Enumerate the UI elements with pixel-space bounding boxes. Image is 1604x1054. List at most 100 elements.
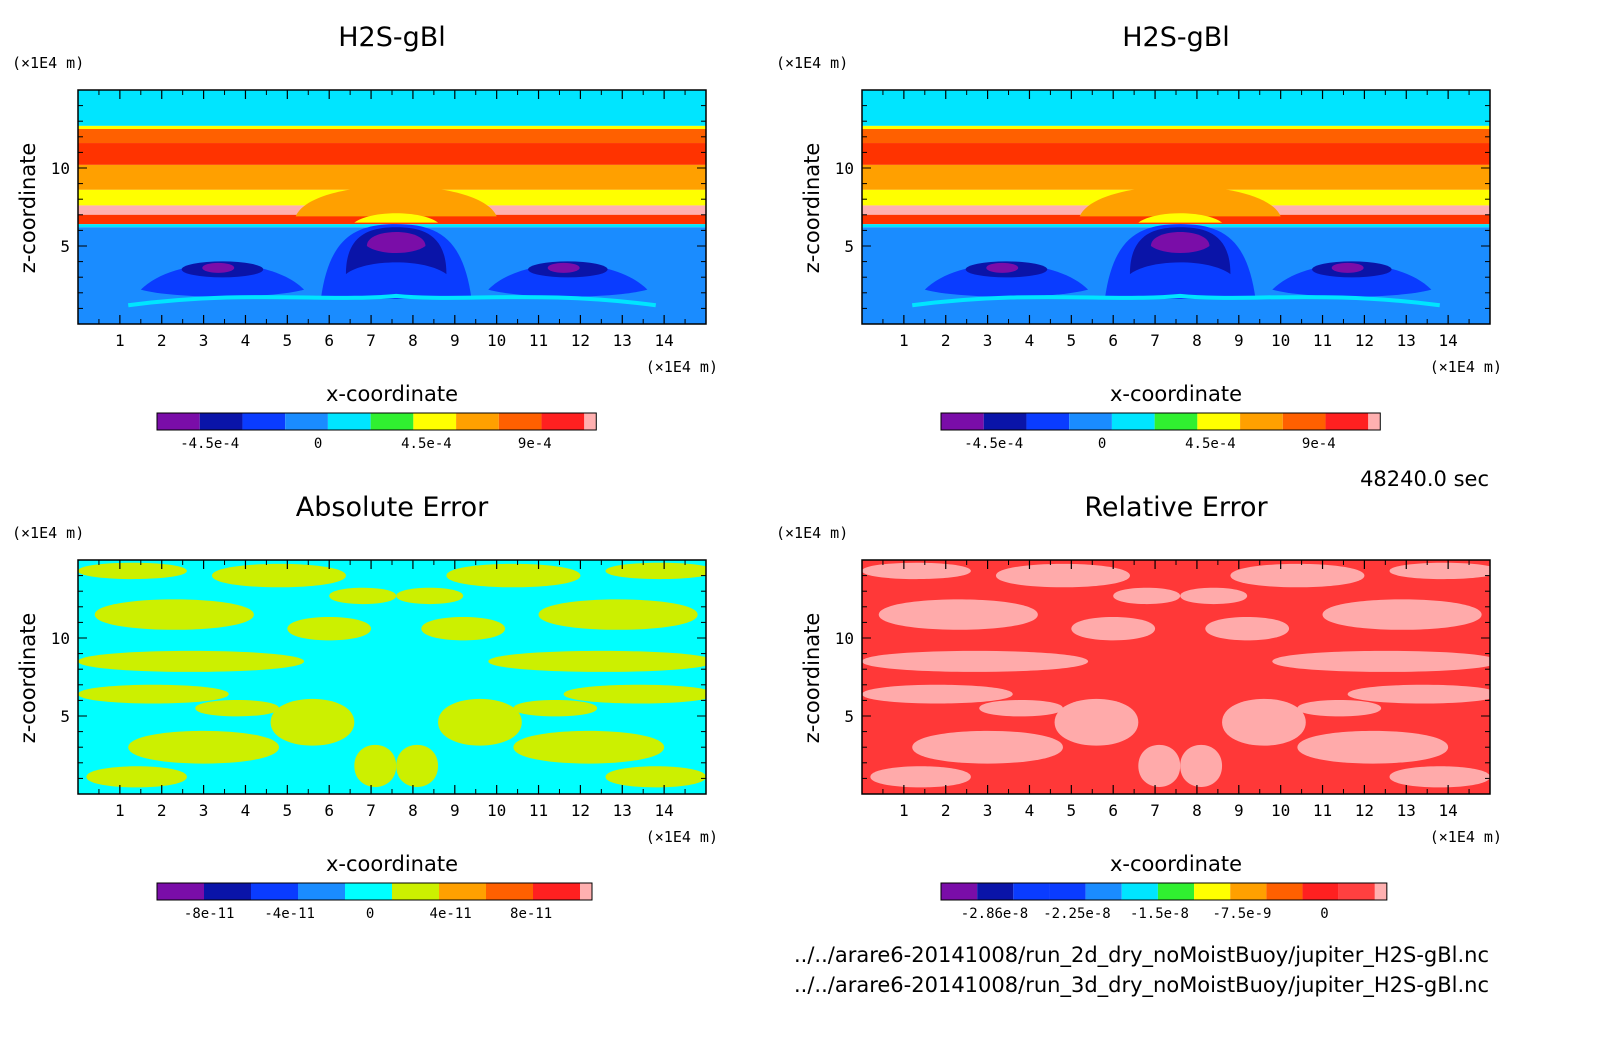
x-tick-label: 10 xyxy=(1271,801,1290,820)
x-tick-label: 8 xyxy=(408,331,418,350)
colorbar: -8e-11 -4e-11 0 4e-11 8e-11 xyxy=(156,882,593,922)
panel-title: Absolute Error xyxy=(296,492,489,523)
x-axis-label: x-coordinate xyxy=(326,382,458,406)
colorbar-swatch xyxy=(1230,883,1267,900)
contour-band xyxy=(78,164,706,190)
y-axis-label: z-coordinate xyxy=(16,613,40,744)
colorbar-tick-label: -4.5e-4 xyxy=(180,436,239,452)
error-patch xyxy=(1347,684,1490,704)
colorbar-tick-label: 4.5e-4 xyxy=(401,436,452,452)
colorbar-swatch xyxy=(298,883,345,900)
error-patch xyxy=(396,744,439,787)
panel-absolute-error: Absolute Error (×1E4 m) 1 2 3 4 5 6 7 8 9 10 11 12 1… xyxy=(12,492,718,922)
colorbar-tick-label: 0 xyxy=(1320,906,1328,922)
x-tick-label: 10 xyxy=(487,801,506,820)
colorbar-swatch xyxy=(1302,883,1339,900)
x-tick-label: 12 xyxy=(1355,801,1374,820)
x-tick-label: 2 xyxy=(941,331,951,350)
x-tick-label: 14 xyxy=(1439,331,1458,350)
error-patch xyxy=(513,700,598,717)
file-path-3d: ../../arare6-20141008/run_3d_dry_noMoist… xyxy=(794,973,1489,998)
x-tick-label: 11 xyxy=(529,331,548,350)
x-tick-label: 2 xyxy=(941,801,951,820)
x-tick-label: 1 xyxy=(899,331,909,350)
colorbar-swatch xyxy=(1026,413,1070,430)
colorbar-tick-label: -4.5e-4 xyxy=(964,436,1023,452)
error-patch xyxy=(1230,563,1365,588)
colorbar-tick-label: 0 xyxy=(1098,436,1106,452)
y-axis-label: z-coordinate xyxy=(16,143,40,274)
colorbar-swatch xyxy=(1157,883,1195,900)
error-patch xyxy=(862,650,1089,672)
field xyxy=(78,90,706,324)
x-unit-label: (×1E4 m) xyxy=(1430,358,1502,376)
error-patch xyxy=(128,730,279,764)
x-tick-label: 1 xyxy=(115,331,125,350)
colorbar-swatch xyxy=(1338,883,1375,900)
colorbar-tick-label: 9e-4 xyxy=(518,436,552,452)
colorbar-swatch xyxy=(941,883,978,900)
x-unit-label: (×1E4 m) xyxy=(646,828,718,846)
colorbar-swatch xyxy=(1368,413,1381,430)
x-tick-label: 10 xyxy=(487,331,506,350)
colorbar-tick-label: -8e-11 xyxy=(184,906,235,922)
x-unit-label: (×1E4 m) xyxy=(646,358,718,376)
x-tick-label: 3 xyxy=(983,331,993,350)
x-tick-label: 4 xyxy=(241,801,251,820)
colorbar-swatch xyxy=(204,883,251,900)
error-patch xyxy=(270,698,355,746)
error-patch xyxy=(329,587,397,605)
colorbar-swatch xyxy=(1374,883,1387,900)
error-patch xyxy=(78,684,229,704)
x-tick-label: 12 xyxy=(1355,331,1374,350)
panel-h2s-gbl-right: H2S-gBl (×1E4 m) 1 2 3 4 5 6 7 8 9 10 11 12 13 14510 … xyxy=(776,22,1502,452)
dome-cap xyxy=(354,213,439,223)
dome xyxy=(1079,185,1281,217)
colorbar-tick-label: -2.86e-8 xyxy=(961,906,1028,922)
eddy-max xyxy=(547,262,580,273)
colorbar-swatch xyxy=(983,413,1027,430)
x-tick-label: 8 xyxy=(1192,801,1202,820)
colorbar-swatch xyxy=(584,413,597,430)
colorbar-swatch xyxy=(1069,413,1112,430)
x-tick-label: 9 xyxy=(450,331,460,350)
x-unit-label: (×1E4 m) xyxy=(1430,828,1502,846)
error-patch xyxy=(1071,616,1156,641)
y-tick-label: 10 xyxy=(51,629,70,648)
file-path-2d: ../../arare6-20141008/run_2d_dry_noMoist… xyxy=(794,943,1489,968)
error-patch xyxy=(446,563,581,588)
error-patch xyxy=(1272,650,1490,672)
error-patch xyxy=(86,766,187,788)
contour-band xyxy=(862,164,1490,190)
colorbar-swatch xyxy=(199,413,243,430)
error-patch xyxy=(513,730,665,764)
x-tick-label: 6 xyxy=(1108,801,1118,820)
y-axis-label: z-coordinate xyxy=(800,613,824,744)
x-tick-label: 7 xyxy=(1150,801,1160,820)
x-tick-label: 6 xyxy=(324,331,334,350)
colorbar-swatch xyxy=(1111,413,1155,430)
colorbar-swatch xyxy=(486,883,533,900)
colorbar-swatch xyxy=(1194,883,1231,900)
dome-cap xyxy=(1138,213,1223,223)
x-tick-label: 10 xyxy=(1271,331,1290,350)
x-tick-label: 8 xyxy=(408,801,418,820)
x-tick-label: 9 xyxy=(1234,331,1244,350)
x-tick-label: 12 xyxy=(571,331,590,350)
eddy-max xyxy=(1331,262,1364,273)
y-tick-label: 10 xyxy=(835,159,854,178)
error-patch xyxy=(1205,616,1290,641)
colorbar: -4.5e-4 0 4.5e-4 9e-4 xyxy=(156,412,597,452)
colorbar-swatch xyxy=(1121,883,1158,900)
contour-band xyxy=(862,90,1490,126)
x-tick-label: 13 xyxy=(1397,331,1416,350)
x-axis-label: x-coordinate xyxy=(1110,852,1242,876)
surface-streak xyxy=(911,293,1441,308)
panel-title: H2S-gBl xyxy=(338,22,446,53)
y-unit-label: (×1E4 m) xyxy=(776,524,848,542)
x-tick-label: 7 xyxy=(366,331,376,350)
